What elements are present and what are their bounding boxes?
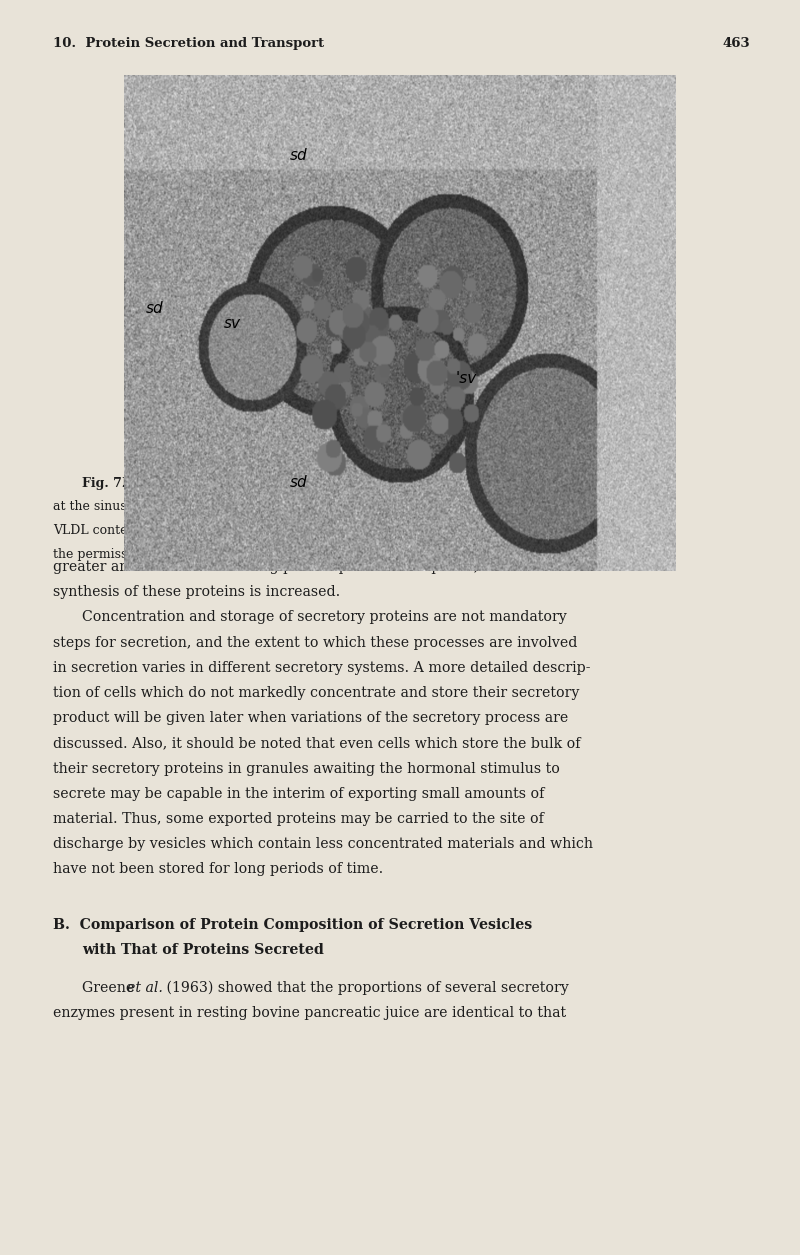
Text: product will be given later when variations of the secretory process are: product will be given later when variati… [53,712,568,725]
Text: with That of Proteins Secreted: with That of Proteins Secreted [82,943,324,958]
Text: sd: sd [290,148,307,163]
Text: Rat hepatocytes after the administration of colchicine. A part of the cell perip: Rat hepatocytes after the administration… [122,477,645,489]
Text: sd: sd [290,474,307,489]
Text: greater amount of a circulating plasma protein is required, the rate of: greater amount of a circulating plasma p… [53,560,558,574]
Text: Journal of Cell Biology.: Journal of Cell Biology. [180,547,325,561]
Text: et al.,: et al., [481,525,517,537]
Text: Fig. 7.: Fig. 7. [82,477,126,489]
Text: 'sv: 'sv [455,370,477,385]
Text: synthesis of these proteins is increased.: synthesis of these proteins is increased… [53,585,340,599]
Text: 1975, with: 1975, with [519,525,590,537]
Text: steps for secretion, and the extent to which these processes are involved: steps for secretion, and the extent to w… [53,635,578,650]
Text: discussed. Also, it should be noted that even cells which store the bulk of: discussed. Also, it should be noted that… [53,737,581,750]
Text: at the sinusodal front of the cell is shown with a cluster of secretion vesicles: at the sinusodal front of the cell is sh… [53,501,622,513]
Text: ): ) [340,547,345,561]
Text: enzymes present in resting bovine pancreatic juice are identical to that: enzymes present in resting bovine pancre… [53,1007,566,1020]
Text: et al.: et al. [127,981,163,995]
Text: have not been stored for long periods of time.: have not been stored for long periods of… [53,862,383,876]
Text: tion of cells which do not markedly concentrate and store their secretory: tion of cells which do not markedly conc… [53,686,579,700]
Text: their secretory proteins in granules awaiting the hormonal stimulus to: their secretory proteins in granules awa… [53,762,560,776]
Text: 10.  Protein Secretion and Transport: 10. Protein Secretion and Transport [53,36,324,50]
Text: in secretion varies in different secretory systems. A more detailed descrip-: in secretion varies in different secreto… [53,661,590,675]
Text: material. Thus, some exported proteins may be carried to the site of: material. Thus, some exported proteins m… [53,812,544,826]
Text: sv: sv [223,316,240,331]
Text: Greene: Greene [82,981,138,995]
Text: (1963) showed that the proportions of several secretory: (1963) showed that the proportions of se… [162,981,569,995]
Text: Concentration and storage of secretory proteins are not mandatory: Concentration and storage of secretory p… [82,610,566,625]
Text: B.  Comparison of Protein Composition of Secretion Vesicles: B. Comparison of Protein Composition of … [53,917,532,932]
Text: secrete may be capable in the interim of exporting small amounts of: secrete may be capable in the interim of… [53,787,544,801]
Text: 463: 463 [722,36,750,50]
Text: sd: sd [146,301,164,316]
Text: discharge by vesicles which contain less concentrated materials and which: discharge by vesicles which contain less… [53,837,593,851]
Text: VLDL contents. Secretion vesicles, sv; space of Disse sd. (From Redman: VLDL contents. Secretion vesicles, sv; s… [53,525,515,537]
Text: the permission of the: the permission of the [53,547,191,561]
